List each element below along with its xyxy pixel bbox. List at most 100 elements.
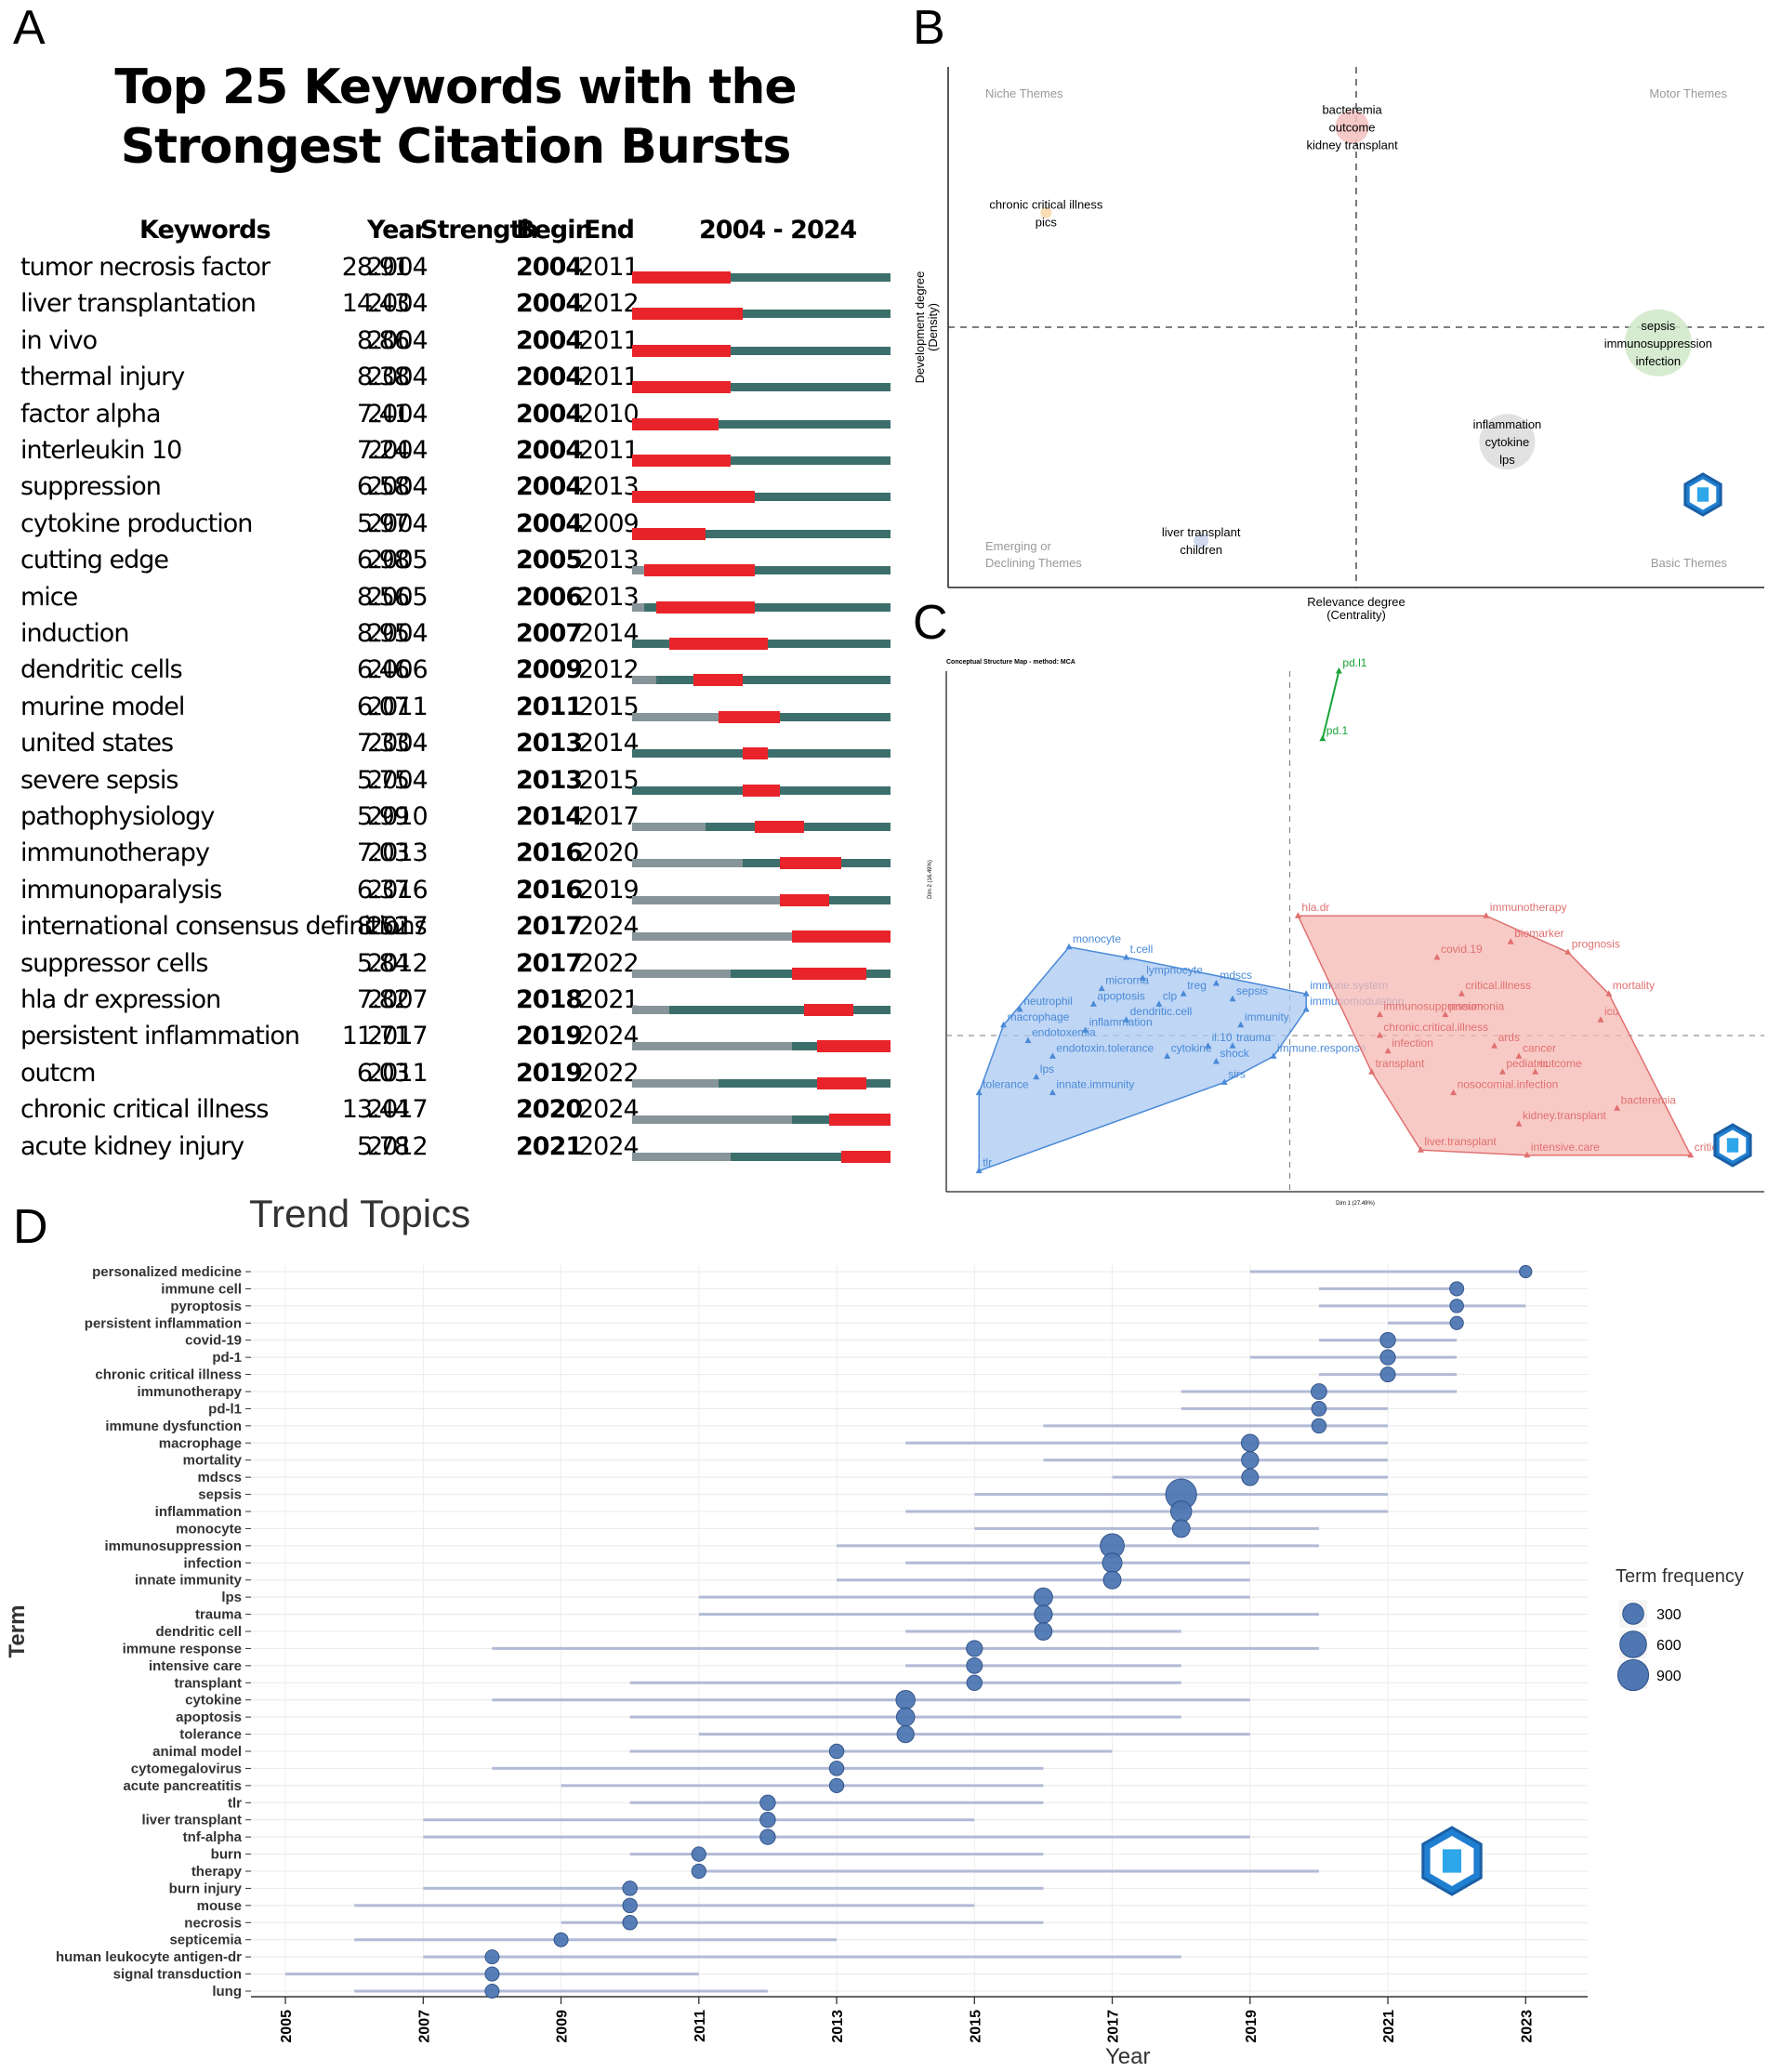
burst-end: 2022: [578, 1058, 640, 1088]
c-point-marker: [1524, 1151, 1531, 1158]
d-term-label: burn: [211, 1847, 242, 1863]
d-term-point: [1311, 1383, 1327, 1400]
burst-begin: 2004: [516, 253, 583, 282]
burst-inactive-segment: [632, 602, 645, 612]
d-term-point: [1102, 1552, 1123, 1574]
burst-row: outcm 2011 6.03 2019 2022: [0, 1059, 911, 1094]
burst-active-segment: [632, 419, 891, 429]
burst-strength: 11.71: [341, 1022, 410, 1051]
c-point-label: pd.1: [1326, 724, 1349, 737]
burst-timeline: [632, 857, 891, 870]
burst-end: 2009: [578, 508, 640, 538]
d-term-label: infection: [184, 1555, 243, 1571]
c-point-marker: [975, 1089, 983, 1096]
burst-keyword: severe sepsis: [20, 765, 178, 795]
b-cluster-label: infection: [1636, 354, 1681, 368]
burst-row: dendritic cells 2006 6.46 2009 2012: [0, 655, 911, 691]
burst-year: 2011: [367, 692, 429, 721]
burst-red-segment: [644, 564, 756, 577]
burst-begin: 2004: [516, 472, 583, 502]
c-point-label: endotoxin.tolerance: [1056, 1041, 1154, 1054]
burst-red-segment: [632, 491, 756, 504]
header-keywords: Keywords: [139, 216, 271, 244]
d-term-label: personalized medicine: [92, 1264, 242, 1280]
b-cluster-label: bacteremia: [1322, 102, 1382, 116]
burst-inactive-segment: [632, 1042, 793, 1051]
d-term-point: [1033, 1587, 1053, 1607]
burst-begin: 2021: [516, 1131, 583, 1161]
burst-year: 2004: [367, 399, 429, 429]
burst-strength: 8.38: [356, 363, 410, 392]
d-term-label: dendritic cell: [155, 1624, 242, 1640]
burst-strength: 5.99: [356, 802, 410, 831]
c-point-marker: [1123, 1016, 1130, 1023]
d-term-point: [1034, 1604, 1053, 1624]
c-point-label: kidney.transplant: [1523, 1109, 1606, 1122]
burst-end: 2012: [578, 655, 640, 685]
burst-end: 2010: [578, 399, 640, 429]
citation-burst-table: Top 25 Keywords with the Strongest Citat…: [0, 0, 911, 1181]
c-cluster-blue-hull: [978, 945, 1307, 1172]
burst-timeline: [632, 638, 891, 650]
burst-row: interleukin 10 2004 7.24 2004 2011: [0, 436, 911, 471]
burst-year: 2007: [367, 985, 429, 1014]
d-term-label: macrophage: [159, 1435, 242, 1451]
c-point-marker: [1049, 1052, 1056, 1059]
c-point-label: macrophage: [1008, 1010, 1070, 1023]
c-point-marker: [1180, 990, 1187, 996]
c-point-label: prognosis: [1572, 937, 1620, 950]
burst-row: suppression 2004 6.58 2004 2013: [0, 472, 911, 508]
burst-year: 2006: [367, 655, 429, 685]
burst-end: 2022: [578, 948, 640, 978]
burst-row: induction 2004 8.95 2007 2014: [0, 619, 911, 654]
burst-active-segment: [656, 676, 891, 685]
burst-inactive-segment: [632, 566, 645, 575]
d-term-label: burn injury: [169, 1881, 243, 1896]
burst-strength: 8.86: [356, 325, 410, 355]
burst-active-segment: [632, 310, 891, 319]
c-point-label: mortality: [1613, 979, 1655, 992]
burst-keyword: interleukin 10: [20, 436, 182, 465]
c-cluster-green-line: [1321, 670, 1340, 740]
d-term-point: [1449, 1281, 1465, 1297]
burst-row: cutting edge 2005 6.98 2005 2013: [0, 546, 911, 581]
burst-red-segment: [743, 747, 768, 760]
d-term-label: covid-19: [185, 1333, 242, 1349]
d-term-label: mortality: [183, 1453, 243, 1469]
c-point-label: hla.dr: [1301, 901, 1329, 914]
burst-strength: 7.33: [356, 729, 410, 759]
c-point-label: chronic.critical.illness: [1383, 1021, 1488, 1034]
header-strength: Strength: [420, 216, 539, 244]
d-term-point: [1241, 1468, 1260, 1486]
d-term-point: [1102, 1570, 1122, 1590]
c-point-label: neutrophil: [1023, 995, 1073, 1008]
d-term-point: [966, 1656, 983, 1674]
burst-red-segment: [755, 821, 805, 833]
burst-active-segment: [718, 1078, 891, 1088]
c-point-marker: [1000, 1021, 1008, 1028]
c-point-label: nosocomial.infection: [1458, 1078, 1559, 1091]
c-point-label: lps: [1040, 1062, 1054, 1076]
header-range: 2004 - 2024: [699, 216, 857, 244]
d-legend-label: 900: [1656, 1669, 1682, 1684]
panel-letter-d: D: [13, 1200, 48, 1254]
burst-row: cytokine production 2004 5.97 2004 2009: [0, 509, 911, 545]
c-point-marker: [1294, 912, 1301, 918]
burst-inactive-segment: [632, 1115, 793, 1125]
burst-strength: 28.91: [341, 253, 410, 282]
c-point-marker: [1491, 1042, 1498, 1049]
d-term-point: [484, 1949, 500, 1965]
b-bibliometrix-logo: [1683, 472, 1722, 517]
d-term-point: [1241, 1451, 1260, 1470]
burst-timeline: [632, 1150, 891, 1163]
burst-active-segment: [632, 346, 891, 355]
c-point-marker: [1335, 667, 1342, 674]
burst-row: acute kidney injury 2012 5.78 2021 2024: [0, 1132, 911, 1168]
burst-strength: 6.98: [356, 546, 410, 575]
burst-timeline: [632, 1004, 891, 1016]
d-legend-title: Term frequency: [1616, 1566, 1744, 1587]
burst-keyword: acute kidney injury: [20, 1131, 244, 1161]
burst-red-segment: [668, 638, 768, 650]
burst-timeline: [632, 1114, 891, 1127]
burst-inactive-segment: [632, 676, 657, 685]
